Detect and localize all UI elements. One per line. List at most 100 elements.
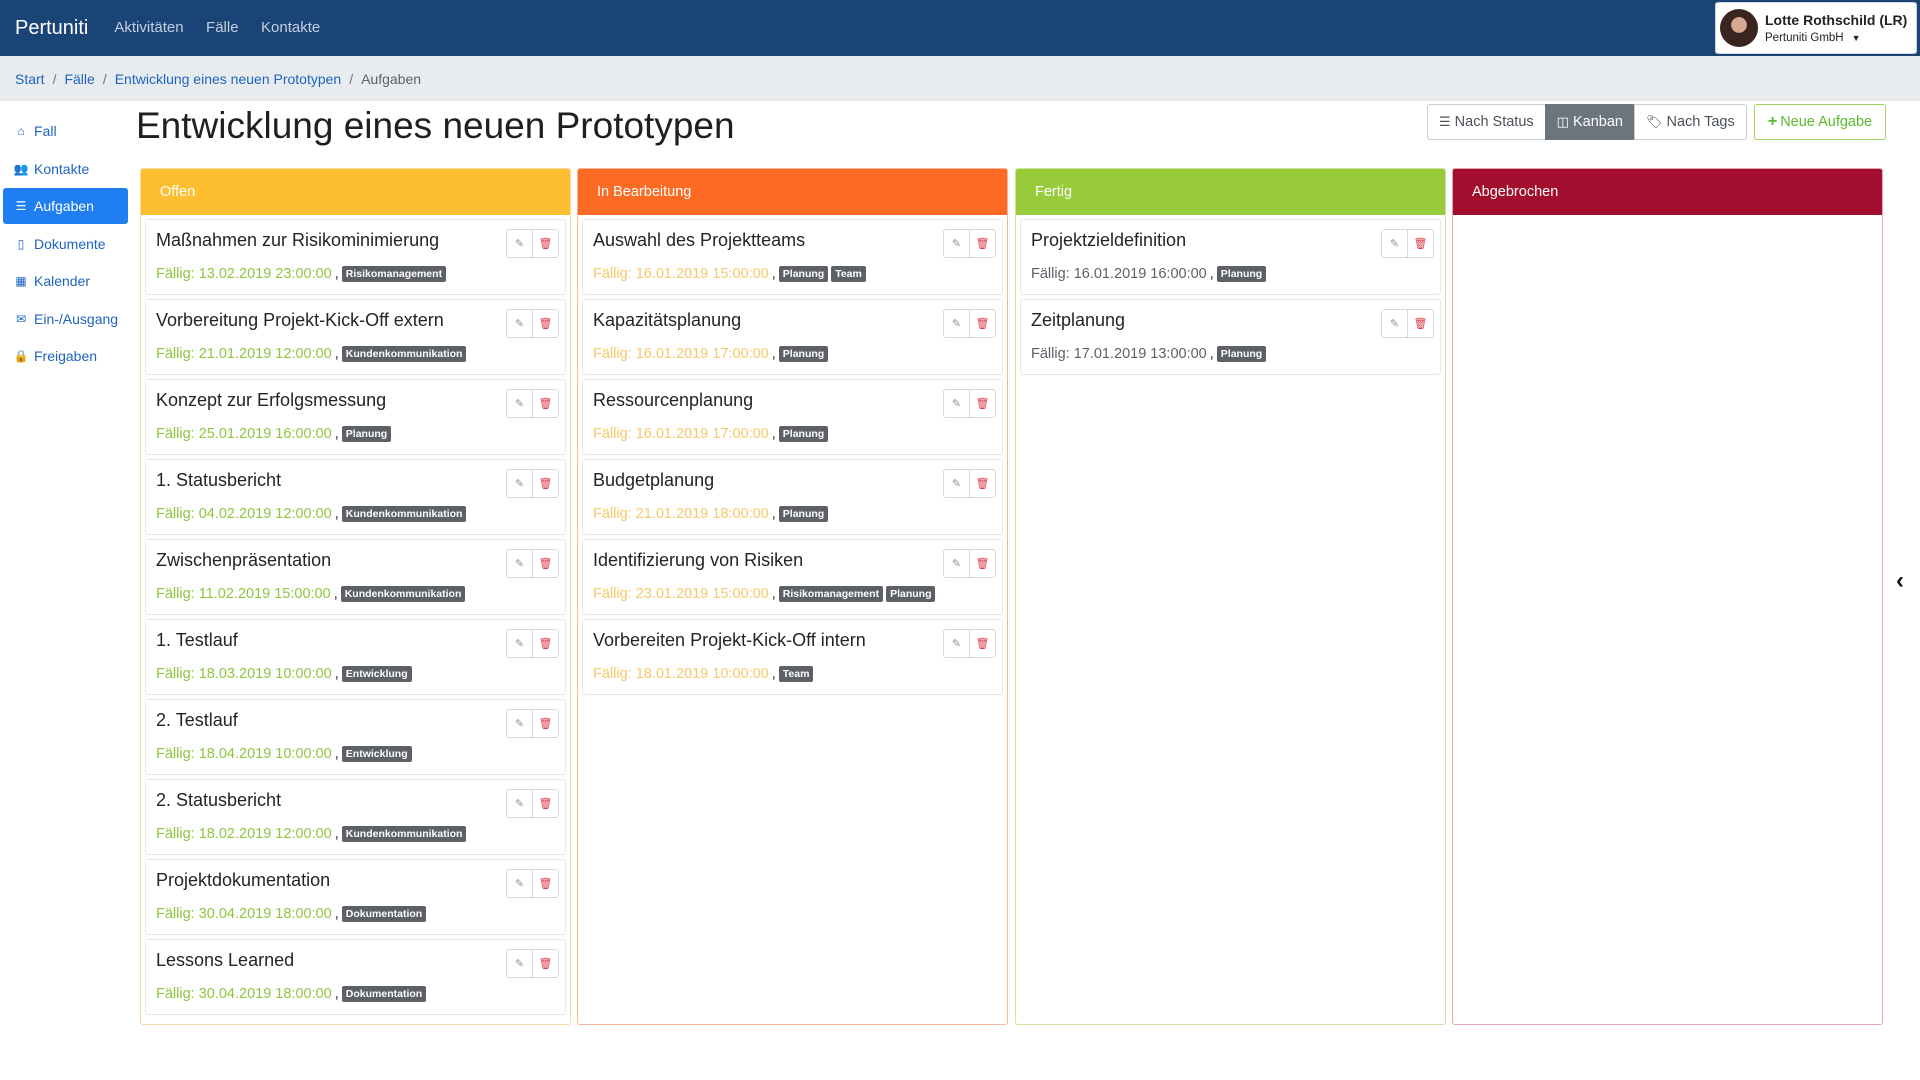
- delete-button[interactable]: 🗑: [532, 629, 559, 658]
- task-card[interactable]: Auswahl des Projektteams Fällig: 16.01.20…: [582, 219, 1003, 295]
- edit-button[interactable]: ✎: [943, 629, 970, 658]
- tag-badge[interactable]: Planung: [1216, 266, 1267, 282]
- sidebar-item-kontakte[interactable]: 👥 Kontakte: [3, 151, 128, 187]
- tag-badge[interactable]: Planung: [778, 346, 829, 362]
- delete-button[interactable]: 🗑: [532, 789, 559, 818]
- delete-button[interactable]: 🗑: [532, 709, 559, 738]
- delete-button[interactable]: 🗑: [969, 229, 996, 258]
- task-title[interactable]: Projektzieldefinition: [1031, 230, 1187, 250]
- delete-button[interactable]: 🗑: [532, 869, 559, 898]
- task-title[interactable]: Maßnahmen zur Risikominimierung: [156, 230, 440, 250]
- delete-button[interactable]: 🗑: [532, 469, 559, 498]
- delete-button[interactable]: 🗑: [969, 469, 996, 498]
- delete-button[interactable]: 🗑: [1407, 229, 1434, 258]
- task-card[interactable]: 1. Statusbericht Fällig: 04.02.2019 12:00…: [145, 459, 566, 535]
- edit-button[interactable]: ✎: [506, 309, 533, 338]
- delete-button[interactable]: 🗑: [969, 629, 996, 658]
- task-title[interactable]: Auswahl des Projektteams: [593, 230, 806, 250]
- tag-badge[interactable]: Kundenkommunikation: [341, 346, 467, 362]
- task-title[interactable]: Kapazitätsplanung: [593, 310, 742, 330]
- task-title[interactable]: Vorbereitung Projekt-Kick-Off extern: [156, 310, 444, 330]
- delete-button[interactable]: 🗑: [532, 309, 559, 338]
- edit-button[interactable]: ✎: [1381, 229, 1408, 258]
- task-card[interactable]: 2. Testlauf Fällig: 18.04.2019 10:00:00, E…: [145, 699, 566, 775]
- task-title[interactable]: Zeitplanung: [1031, 310, 1126, 330]
- task-title[interactable]: Lessons Learned: [156, 950, 295, 970]
- delete-button[interactable]: 🗑: [532, 949, 559, 978]
- tag-badge[interactable]: Planung: [778, 266, 829, 282]
- task-title[interactable]: 1. Statusbericht: [156, 470, 282, 490]
- task-card[interactable]: Zeitplanung Fällig: 17.01.2019 13:00:00, P…: [1020, 299, 1441, 375]
- edit-button[interactable]: ✎: [943, 469, 970, 498]
- tag-badge[interactable]: Planung: [778, 506, 829, 522]
- task-card[interactable]: Projektdokumentation Fällig: 30.04.2019 1…: [145, 859, 566, 935]
- new-task-button[interactable]: + Neue Aufgabe: [1754, 104, 1886, 140]
- tag-badge[interactable]: Planung: [778, 426, 829, 442]
- sidebar-item-kalender[interactable]: ▦ Kalender: [3, 263, 128, 299]
- task-card[interactable]: Konzept zur Erfolgsmessung Fällig: 25.01.…: [145, 379, 566, 455]
- tag-badge[interactable]: Team: [831, 266, 866, 282]
- tag-badge[interactable]: Dokumentation: [341, 986, 427, 1002]
- task-card[interactable]: Zwischenpräsentation Fällig: 11.02.2019 1…: [145, 539, 566, 615]
- task-card[interactable]: Ressourcenplanung Fällig: 16.01.2019 17:0…: [582, 379, 1003, 455]
- task-title[interactable]: Ressourcenplanung: [593, 390, 754, 410]
- delete-button[interactable]: 🗑: [969, 549, 996, 578]
- tag-badge[interactable]: Planung: [886, 586, 936, 602]
- tag-badge[interactable]: Entwicklung: [341, 746, 412, 762]
- edit-button[interactable]: ✎: [506, 549, 533, 578]
- task-card[interactable]: Kapazitätsplanung Fällig: 16.01.2019 17:0…: [582, 299, 1003, 375]
- tag-badge[interactable]: Entwicklung: [341, 666, 412, 682]
- edit-button[interactable]: ✎: [506, 389, 533, 418]
- delete-button[interactable]: 🗑: [532, 549, 559, 578]
- delete-button[interactable]: 🗑: [969, 389, 996, 418]
- task-card[interactable]: 1. Testlauf Fällig: 18.03.2019 10:00:00, E…: [145, 619, 566, 695]
- nav-aktivitaeten[interactable]: Aktivitäten: [114, 19, 184, 36]
- sidebar-item-aufgaben[interactable]: ☰ Aufgaben: [3, 188, 128, 224]
- task-card[interactable]: Vorbereitung Projekt-Kick-Off extern Fäll…: [145, 299, 566, 375]
- task-card[interactable]: 2. Statusbericht Fällig: 18.02.2019 12:00…: [145, 779, 566, 855]
- edit-button[interactable]: ✎: [506, 709, 533, 738]
- task-title[interactable]: Zwischenpräsentation: [156, 550, 332, 570]
- task-title[interactable]: 2. Testlauf: [156, 710, 238, 730]
- tag-badge[interactable]: Dokumentation: [341, 906, 427, 922]
- tag-badge[interactable]: Team: [778, 666, 814, 682]
- sidebar-item-dokumente[interactable]: ▯ Dokumente: [3, 226, 128, 262]
- delete-button[interactable]: 🗑: [969, 309, 996, 338]
- breadcrumb-faelle[interactable]: Fälle: [64, 70, 95, 87]
- edit-button[interactable]: ✎: [506, 869, 533, 898]
- edit-button[interactable]: ✎: [943, 229, 970, 258]
- task-card[interactable]: Identifizierung von Risiken Fällig: 23.01…: [582, 539, 1003, 615]
- tag-badge[interactable]: Kundenkommunikation: [340, 586, 466, 602]
- edit-button[interactable]: ✎: [506, 229, 533, 258]
- edit-button[interactable]: ✎: [506, 789, 533, 818]
- task-title[interactable]: Projektdokumentation: [156, 870, 331, 890]
- edit-button[interactable]: ✎: [943, 549, 970, 578]
- tag-badge[interactable]: Risikomanagement: [341, 266, 447, 282]
- task-title[interactable]: Budgetplanung: [593, 470, 715, 490]
- task-title[interactable]: Vorbereiten Projekt-Kick-Off intern: [593, 630, 866, 650]
- edit-button[interactable]: ✎: [506, 949, 533, 978]
- edit-button[interactable]: ✎: [506, 469, 533, 498]
- sidebar-item-freigaben[interactable]: 🔒 Freigaben: [3, 338, 128, 374]
- tag-badge[interactable]: Risikomanagement: [778, 586, 884, 602]
- task-card[interactable]: Budgetplanung Fällig: 21.01.2019 18:00:00…: [582, 459, 1003, 535]
- sidebar-item-ein-ausgang[interactable]: ✉ Ein-/Ausgang: [3, 301, 128, 337]
- tag-badge[interactable]: Kundenkommunikation: [341, 826, 467, 842]
- task-title[interactable]: Konzept zur Erfolgsmessung: [156, 390, 387, 410]
- edit-button[interactable]: ✎: [506, 629, 533, 658]
- edit-button[interactable]: ✎: [943, 389, 970, 418]
- breadcrumb-start[interactable]: Start: [15, 70, 45, 87]
- nav-kontakte[interactable]: Kontakte: [261, 19, 321, 36]
- sidebar-item-fall[interactable]: ⌂ Fall: [3, 113, 128, 149]
- task-card[interactable]: Projektzieldefinition Fällig: 16.01.2019 …: [1020, 219, 1441, 295]
- chevron-left-icon[interactable]: ‹: [1896, 567, 1904, 594]
- view-kanban-button[interactable]: ◫ Kanban: [1544, 104, 1635, 140]
- task-card[interactable]: Maßnahmen zur Risikominimierung Fällig: 1…: [145, 219, 566, 295]
- task-title[interactable]: 2. Statusbericht: [156, 790, 282, 810]
- edit-button[interactable]: ✎: [1381, 309, 1408, 338]
- tag-badge[interactable]: Kundenkommunikation: [341, 506, 467, 522]
- brand-logo[interactable]: Pertuniti: [15, 16, 89, 39]
- user-menu[interactable]: Lotte Rothschild (LR) Pertuniti GmbH ▼: [1715, 2, 1917, 54]
- delete-button[interactable]: 🗑: [532, 229, 559, 258]
- task-title[interactable]: 1. Testlauf: [156, 630, 238, 650]
